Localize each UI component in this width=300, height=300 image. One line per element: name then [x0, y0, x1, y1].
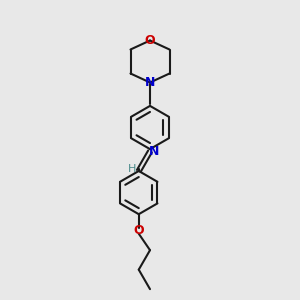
Text: H: H — [128, 164, 136, 174]
Text: O: O — [134, 224, 144, 237]
Text: N: N — [145, 76, 155, 89]
Text: O: O — [145, 34, 155, 47]
Text: N: N — [148, 145, 159, 158]
